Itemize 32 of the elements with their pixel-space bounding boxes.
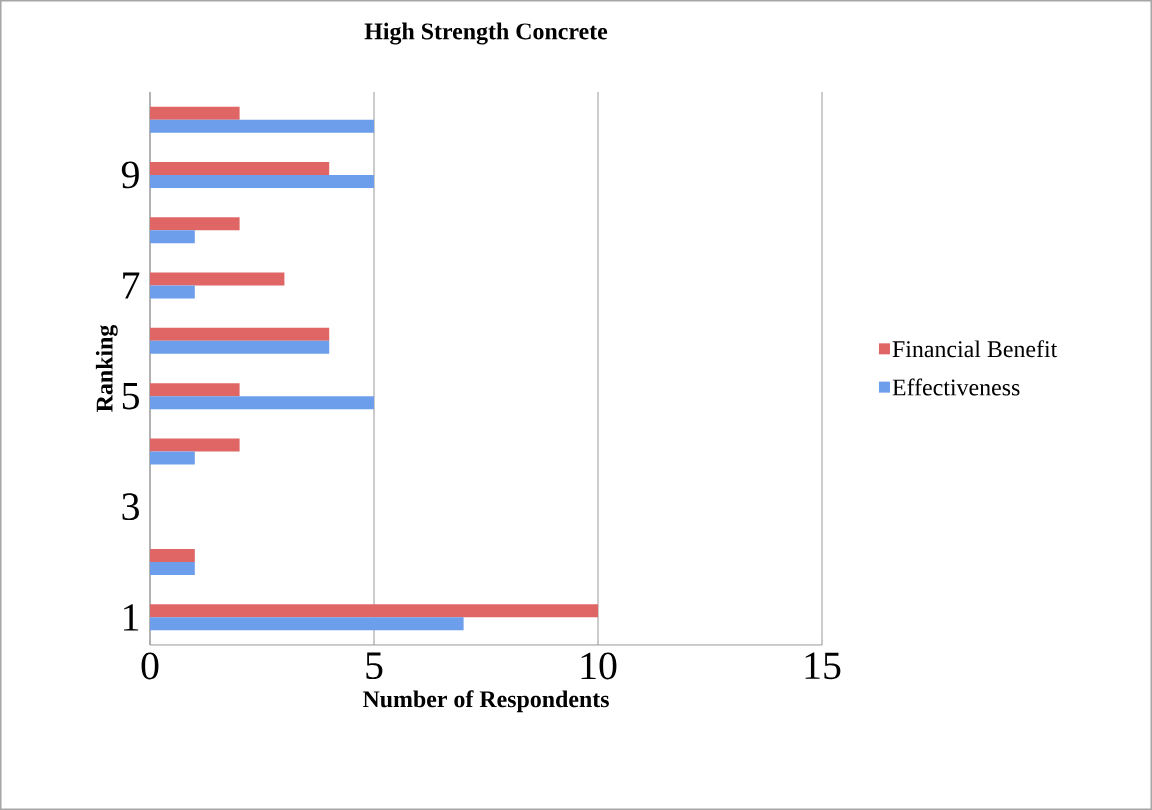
bar [150,106,240,120]
bar [150,217,240,231]
x-tick-label: 15 [805,652,841,680]
bar [150,617,464,631]
y-tick-label: 7 [123,272,140,299]
y-tick-label: 1 [124,604,139,631]
bar [150,438,240,452]
x-tick-label: 0 [141,652,159,680]
bar [150,396,375,410]
x-axis-title: Number of Respondents [362,690,609,713]
bar [150,604,599,618]
bar [150,161,330,175]
y-tick-label: 9 [121,161,139,189]
bar [150,285,195,299]
bar [150,340,330,354]
bar [150,549,195,563]
bar [150,174,375,188]
bar [150,383,240,397]
legend-label: Effectiveness [892,378,1020,396]
x-tick-label: 10 [581,652,617,680]
bar [150,230,195,244]
bar [150,562,195,576]
bar [150,327,330,341]
bar [150,451,195,465]
y-tick-label: 3 [122,493,139,521]
legend-label: Financial Benefit [892,340,1058,358]
y-axis-title: Ranking [95,324,118,412]
bar [150,272,285,286]
x-tick-label: 5 [366,652,383,679]
bar [150,119,375,133]
chart-title: High Strength Concrete [364,22,608,45]
y-tick-label: 5 [122,382,139,410]
